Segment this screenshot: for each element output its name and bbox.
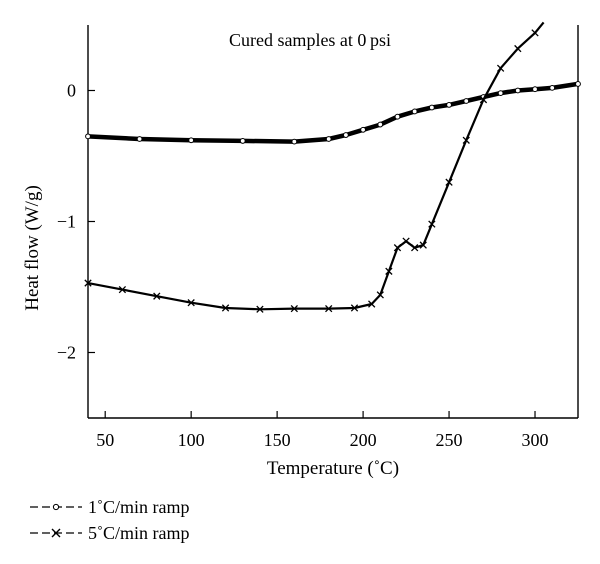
- data-point: [532, 86, 538, 93]
- data-point: [84, 279, 92, 287]
- data-point: [360, 126, 366, 133]
- data-point: [385, 267, 393, 275]
- data-point: [376, 291, 384, 299]
- data-point: [221, 304, 230, 312]
- data-point: [325, 304, 333, 313]
- y-tick-label: −1: [57, 212, 76, 232]
- plot-area: 50 100 150 200 250 300 −2 −1 0: [57, 21, 581, 450]
- y-tick-label: −2: [57, 343, 76, 363]
- data-point: [479, 96, 488, 104]
- x-axis-title: Temperature (˚C): [267, 458, 399, 479]
- data-point: [239, 138, 246, 144]
- series-line-1: [87, 81, 579, 144]
- x-tick-label: 150: [264, 430, 291, 450]
- data-point: [531, 29, 539, 37]
- data-point: [153, 292, 161, 300]
- legend-item-1: 1˚C/min ramp: [28, 494, 190, 520]
- data-point: [514, 87, 521, 94]
- legend-label-1: 1˚C/min ramp: [88, 496, 190, 517]
- y-tick-label: 0: [67, 81, 76, 101]
- y-axis-title: Heat flow (W/g): [22, 185, 43, 311]
- data-point: [290, 304, 298, 313]
- data-point: [428, 104, 435, 111]
- series-line-2: [87, 21, 545, 311]
- data-point: [496, 64, 505, 72]
- data-point: [368, 300, 376, 308]
- series-layer: [84, 21, 581, 313]
- data-point: [350, 304, 359, 312]
- data-point: [394, 113, 401, 120]
- data-point: [118, 285, 127, 294]
- x-tick-label: 200: [350, 430, 377, 450]
- data-point: [136, 136, 143, 142]
- data-point: [514, 44, 522, 53]
- x-tick-label: 100: [178, 430, 205, 450]
- data-point: [446, 102, 452, 108]
- data-point: [411, 244, 419, 252]
- legend-swatch-x: [30, 528, 82, 538]
- x-tick-label: 50: [96, 430, 114, 450]
- data-point: [377, 121, 384, 128]
- x-ticks: 50 100 150 200 250 300: [96, 411, 549, 450]
- data-point: [419, 241, 427, 249]
- data-point: [445, 178, 453, 186]
- data-point: [393, 244, 402, 252]
- data-point: [342, 132, 349, 138]
- data-point: [463, 98, 470, 104]
- legend-item-2: 5˚C/min ramp: [28, 520, 190, 546]
- data-point: [256, 305, 264, 313]
- chart-annotation: Cured samples at 0 psi: [229, 30, 391, 50]
- data-point: [85, 133, 91, 140]
- data-point: [411, 108, 418, 115]
- y-ticks: −2 −1 0: [57, 81, 95, 363]
- legend: 1˚C/min ramp 5˚C/min ramp: [28, 494, 190, 546]
- data-point: [187, 299, 195, 307]
- data-point: [549, 84, 556, 91]
- data-point: [325, 136, 332, 142]
- legend-label-2: 5˚C/min ramp: [88, 522, 190, 543]
- data-point: [291, 138, 298, 145]
- data-point: [497, 90, 504, 97]
- data-point: [402, 237, 410, 245]
- data-point: [462, 136, 470, 144]
- data-point: [575, 81, 581, 87]
- x-tick-label: 250: [436, 430, 463, 450]
- data-point: [188, 137, 195, 144]
- legend-swatch-circle: [30, 503, 82, 511]
- data-point: [428, 220, 436, 228]
- x-tick-label: 300: [522, 430, 549, 450]
